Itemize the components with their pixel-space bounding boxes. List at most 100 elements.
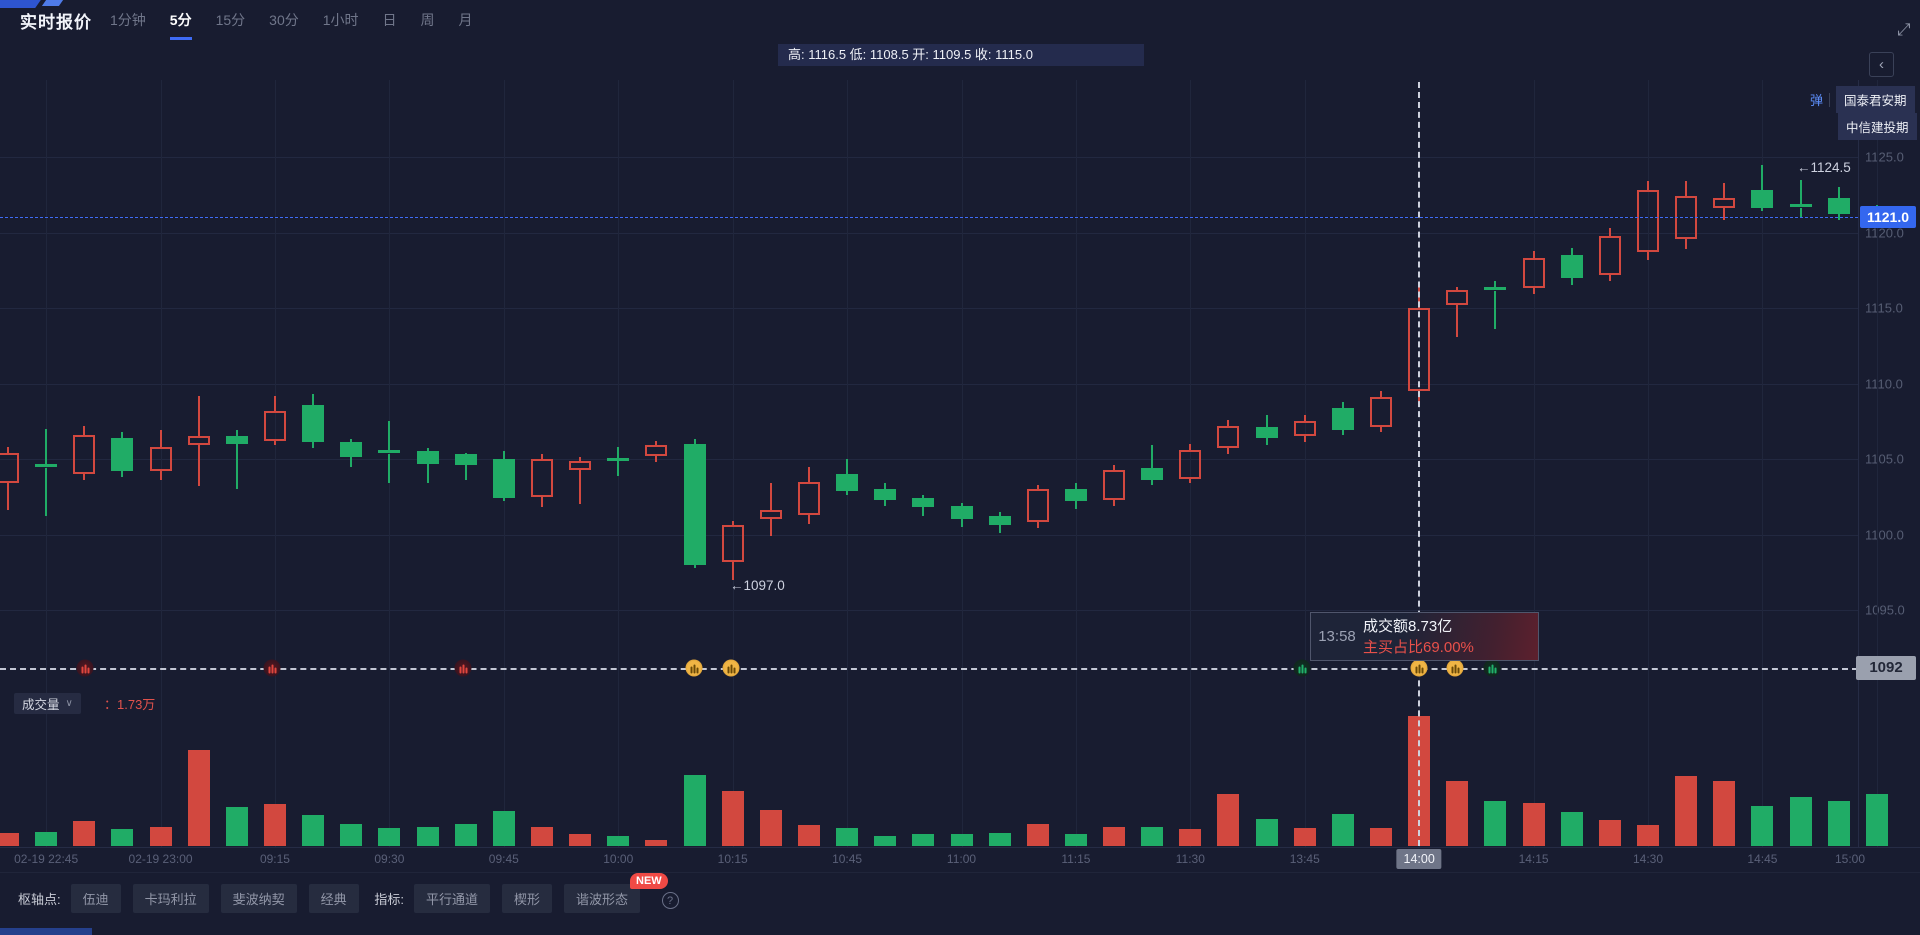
popup-icon[interactable]: 弹 — [1810, 93, 1824, 108]
candle-body-down — [111, 437, 134, 472]
pivot-button-经典[interactable]: 经典 — [308, 884, 359, 913]
event-marker-yellow-icon[interactable] — [1410, 659, 1428, 677]
candle-wick — [1113, 499, 1116, 506]
event-marker-red-icon[interactable] — [454, 659, 472, 677]
grid-line-v — [1876, 80, 1878, 847]
volume-bar — [912, 834, 935, 846]
candle-body-up — [530, 459, 553, 497]
tab-1小时[interactable]: 1小时 — [322, 12, 359, 28]
tooltip-buy-ratio: 主买占比69.00% — [1363, 638, 1474, 656]
indicator-button-楔形[interactable]: 楔形 — [501, 884, 552, 913]
tooltip-time: 13:58 — [1318, 628, 1356, 645]
candle-wick — [1341, 401, 1344, 408]
candle-wick — [1570, 247, 1573, 256]
volume-bar — [416, 826, 439, 846]
tab-日[interactable]: 日 — [382, 12, 397, 28]
candle-body-up — [759, 510, 782, 520]
tab-1分钟[interactable]: 1分钟 — [110, 12, 146, 28]
candle-wick — [655, 455, 658, 462]
candle-body-down — [1064, 489, 1087, 502]
candle-wick — [7, 483, 9, 511]
crosshair-price-badge: 1092 — [1856, 656, 1916, 680]
candle-body-down — [950, 505, 973, 520]
candle-wick — [45, 468, 48, 517]
grid-line-v — [274, 80, 276, 847]
candle-wick — [1761, 208, 1764, 212]
volume-bar — [302, 814, 325, 846]
volume-bar — [988, 833, 1011, 846]
event-marker-yellow-icon[interactable] — [685, 659, 703, 677]
price-annotation: ←1097.0 — [730, 578, 785, 593]
pivot-button-伍迪[interactable]: 伍迪 — [70, 884, 121, 913]
expand-icon[interactable]: ⤢ — [1897, 20, 1911, 39]
volume-bar — [1560, 812, 1583, 846]
volume-bar — [797, 825, 820, 846]
candle-wick — [1036, 522, 1039, 529]
candle-wick — [1608, 227, 1611, 236]
grid-line-h — [0, 308, 1858, 309]
time-label: 09:15 — [259, 852, 290, 866]
volume-bar — [569, 834, 592, 846]
tab-30分[interactable]: 30分 — [269, 12, 299, 28]
candle-body-down — [836, 474, 859, 491]
event-marker-red-icon[interactable] — [76, 659, 94, 677]
corner-decoration-2 — [41, 0, 64, 6]
candle-wick — [1799, 179, 1802, 206]
candle-wick — [121, 471, 124, 478]
candle-wick — [1647, 252, 1650, 260]
indicator-button-平行通道[interactable]: 平行通道 — [413, 884, 490, 913]
help-icon[interactable]: ? — [661, 892, 679, 910]
time-label: 02-19 23:00 — [128, 852, 193, 866]
candle-body-up — [187, 436, 210, 446]
candle-wick — [388, 454, 391, 484]
candle-wick — [1074, 483, 1077, 490]
candle-wick — [464, 465, 467, 481]
candle-body-down — [1560, 255, 1583, 278]
candle-body-down — [1141, 468, 1164, 481]
volume-bar — [340, 823, 363, 846]
volume-bar — [35, 831, 58, 846]
event-marker-green-icon[interactable] — [1483, 659, 1501, 677]
broker-button-zhongxinjiantou[interactable]: 中信建投期 — [1838, 113, 1917, 140]
candle-wick — [502, 498, 505, 502]
candle-body-up — [1179, 449, 1202, 479]
candle-body-up — [1446, 289, 1469, 305]
candle-wick — [540, 496, 543, 508]
indicator-button-谐波形态[interactable]: 谐波形态 — [563, 884, 640, 913]
candle-body-down — [416, 451, 439, 464]
event-marker-red-icon[interactable] — [263, 659, 281, 677]
event-marker-green-icon[interactable] — [1293, 659, 1311, 677]
candle-body-up — [263, 410, 286, 441]
candle-wick — [388, 421, 391, 452]
time-label: 10:45 — [832, 852, 863, 866]
tab-15分[interactable]: 15分 — [215, 12, 246, 28]
tab-5分[interactable]: 5分 — [169, 10, 192, 40]
candle-wick — [350, 457, 353, 467]
candle-wick — [159, 430, 162, 447]
candle-wick — [1341, 430, 1344, 435]
candle-body-up — [1637, 190, 1660, 253]
candle-body-up — [149, 446, 172, 472]
candle-wick — [235, 430, 238, 437]
new-badge: NEW — [630, 873, 668, 889]
collapse-panel-button[interactable]: ‹ — [1869, 52, 1894, 77]
tab-周[interactable]: 周 — [420, 12, 435, 28]
tab-月[interactable]: 月 — [458, 12, 473, 28]
volume-bar — [187, 749, 210, 846]
candle-body-up — [73, 434, 96, 475]
event-marker-yellow-icon[interactable] — [1446, 659, 1464, 677]
broker-button-guotaijunan[interactable]: 国泰君安期 — [1836, 86, 1915, 113]
pivot-button-斐波纳契[interactable]: 斐波纳契 — [220, 884, 297, 913]
candle-wick — [83, 425, 86, 435]
candle-body-up — [645, 445, 668, 456]
candle-wick — [502, 451, 505, 459]
candle-wick — [1456, 286, 1459, 290]
event-marker-yellow-icon[interactable] — [722, 659, 740, 677]
volume-bar — [1827, 800, 1850, 846]
volume-indicator-button[interactable]: 成交量 ∨ — [14, 693, 81, 714]
volume-bar — [73, 821, 96, 846]
candle-wick — [1227, 419, 1230, 426]
pivot-button-卡玛利拉[interactable]: 卡玛利拉 — [132, 884, 209, 913]
volume-bar — [1751, 805, 1774, 846]
candle-body-down — [492, 459, 515, 499]
